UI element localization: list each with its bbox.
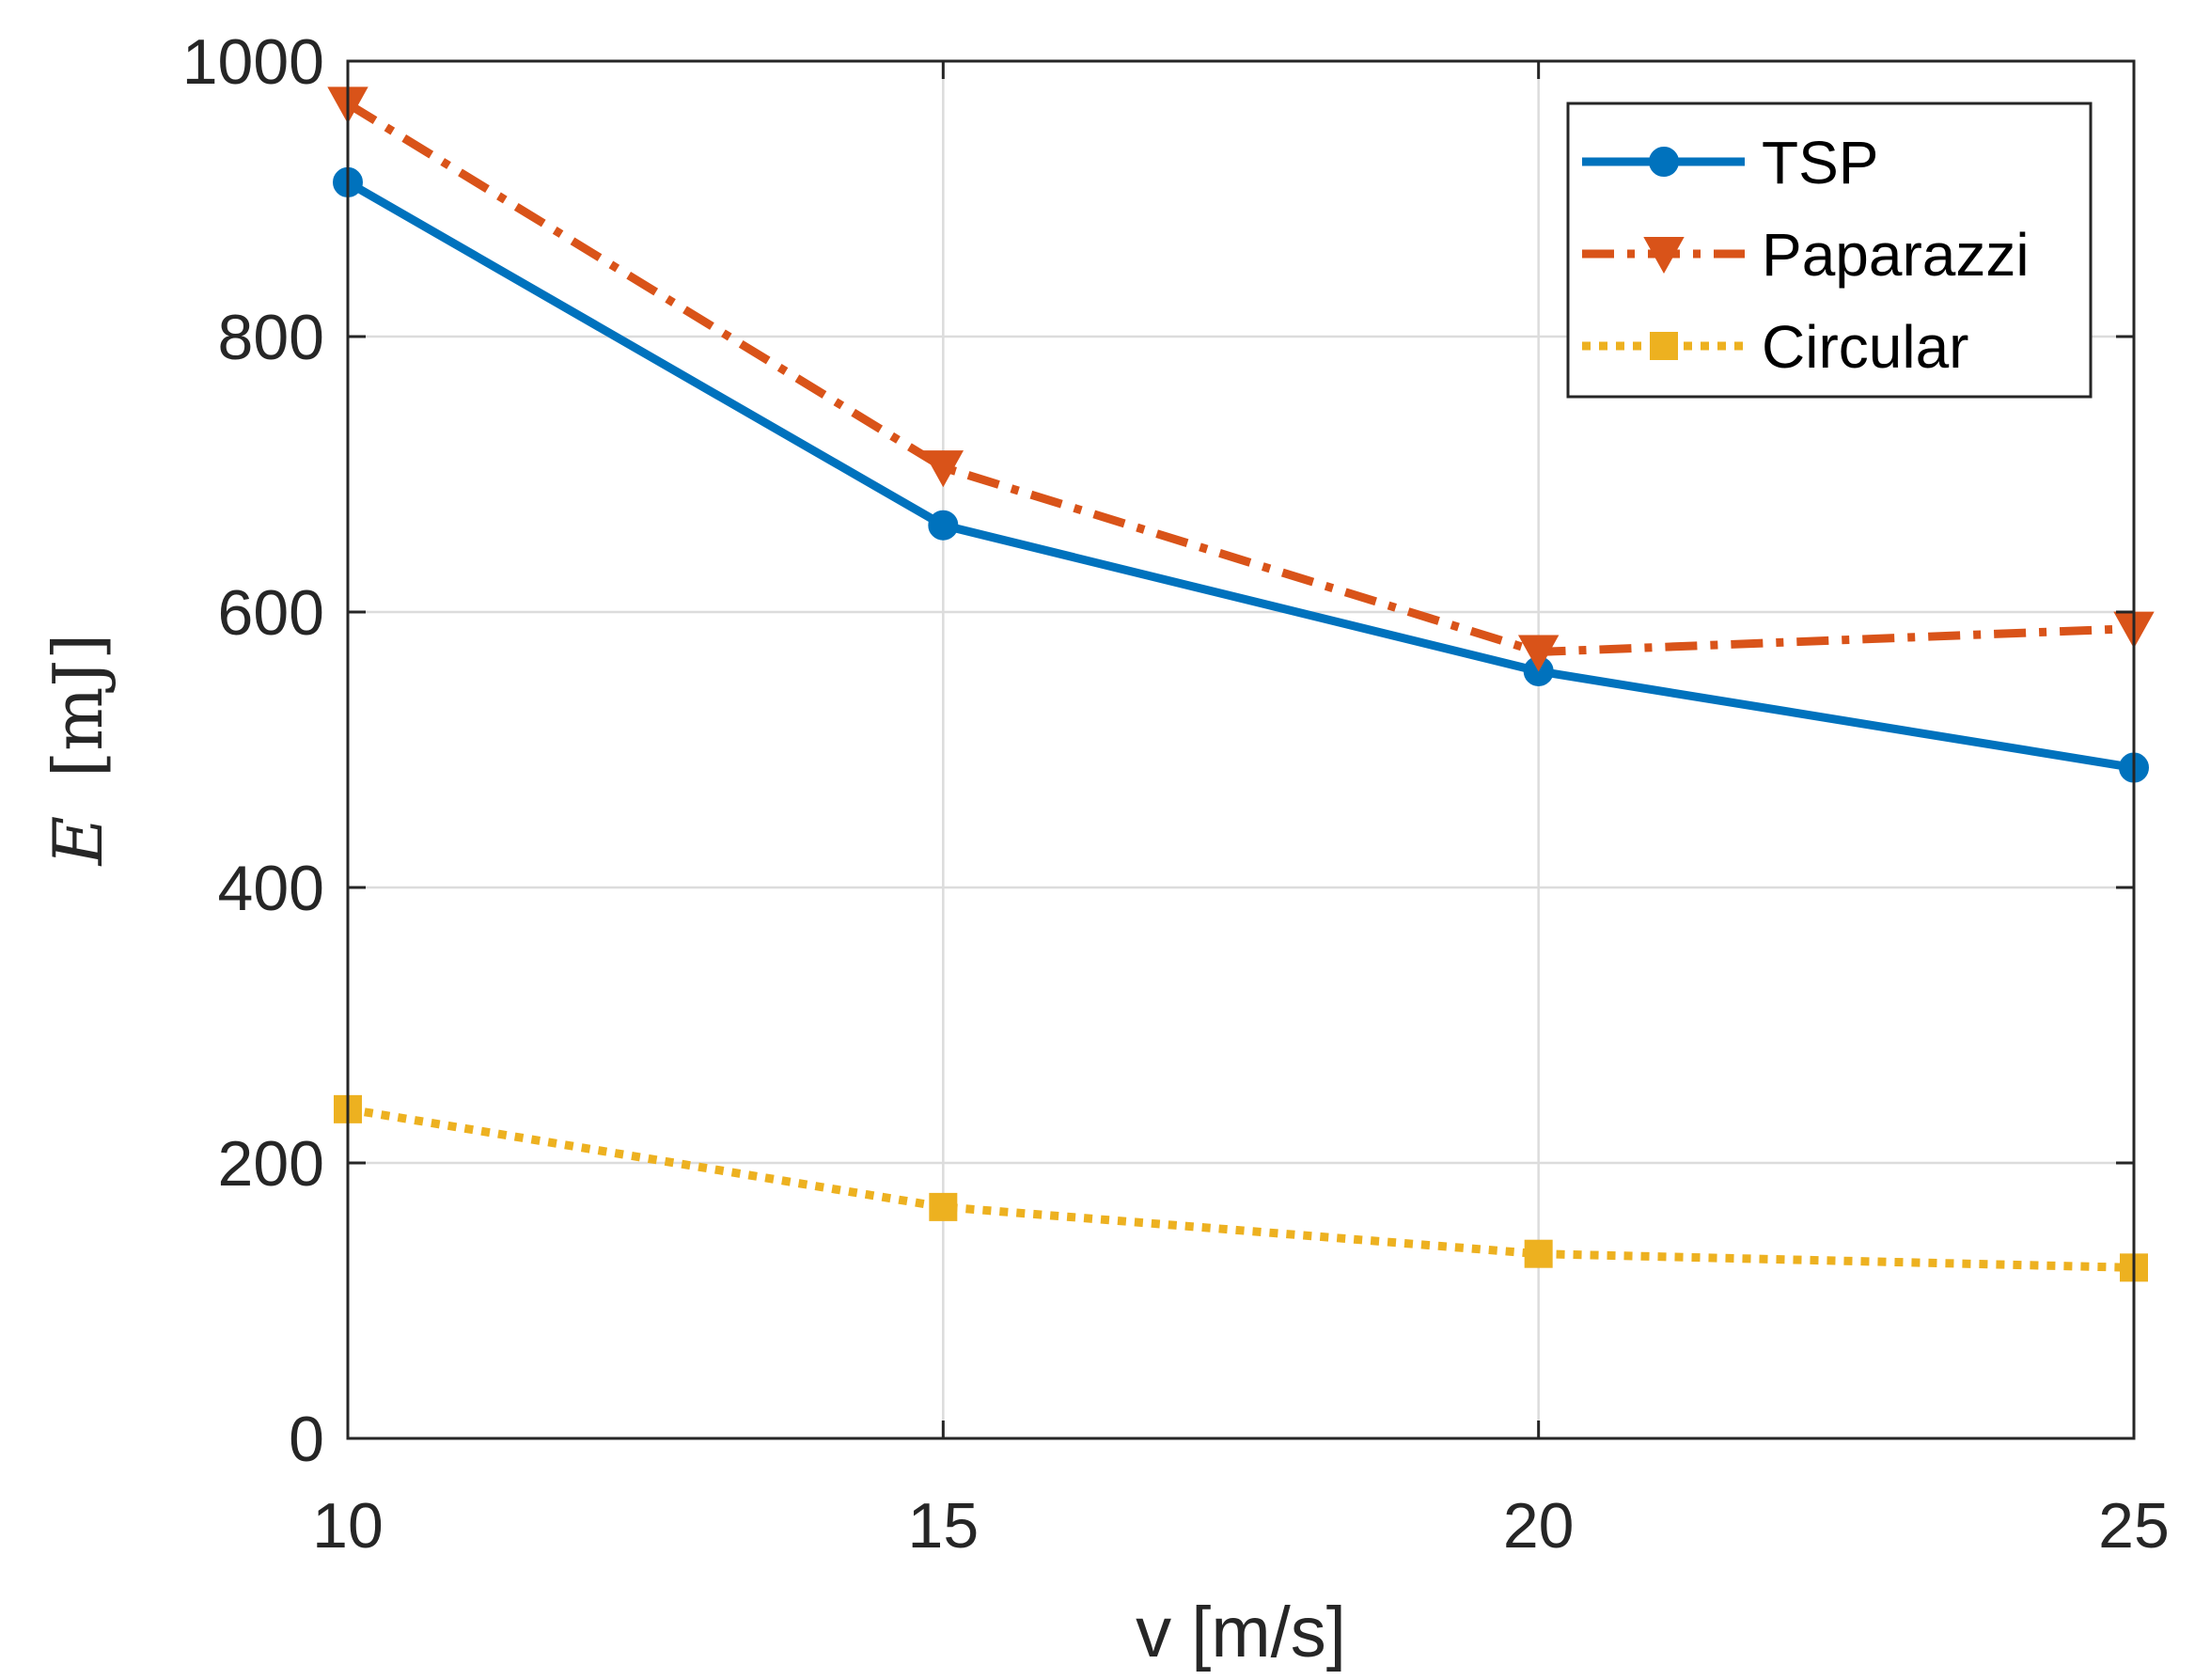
- y-tick-label: 400: [218, 853, 324, 924]
- axis-ticks: [346, 59, 2136, 1440]
- legend-marker-paparazzi: [1643, 237, 1685, 275]
- legend: TSP Paparazzi Circular: [1566, 102, 2093, 399]
- data-point-tsp: [928, 510, 959, 541]
- plot-frame: [346, 59, 2136, 1440]
- y-tick-label: 1000: [182, 26, 324, 98]
- svg-text:E [mJ]: E [mJ]: [39, 634, 118, 868]
- y-axis-label-unit: [mJ]: [39, 634, 118, 777]
- legend-label-circular: Circular: [1762, 313, 1968, 381]
- legend-label-paparazzi: Paparazzi: [1762, 221, 2030, 289]
- series-line-circular: [347, 1105, 2135, 1272]
- data-point-paparazzi: [1517, 635, 1560, 672]
- y-tick-label: 0: [289, 1404, 324, 1475]
- series-lines: [345, 100, 2135, 1272]
- y-axis-label-symbol: E: [39, 816, 118, 868]
- data-point-paparazzi: [922, 450, 964, 488]
- tick-labels: 10 15 20 25 0 200 400 600 800 1000: [182, 26, 2170, 1562]
- y-tick-label: 800: [218, 302, 324, 373]
- data-point-circular: [929, 1192, 958, 1221]
- legend-marker-tsp: [1649, 147, 1679, 177]
- series-line-tsp: [345, 179, 2135, 772]
- y-tick-label: 600: [218, 577, 324, 649]
- x-axis-label: v [m/s]: [1136, 1593, 1346, 1672]
- y-tick-label: 200: [218, 1128, 324, 1200]
- x-tick-label: 25: [2098, 1490, 2170, 1562]
- y-axis-label: E [mJ]: [39, 634, 118, 868]
- legend-marker-circular: [1650, 332, 1678, 360]
- x-tick-label: 10: [312, 1490, 384, 1562]
- x-tick-label: 20: [1503, 1490, 1575, 1562]
- legend-label-tsp: TSP: [1762, 129, 1878, 196]
- x-tick-label: 15: [908, 1490, 980, 1562]
- data-point-circular: [1524, 1239, 1553, 1268]
- series-line-paparazzi: [345, 100, 2135, 656]
